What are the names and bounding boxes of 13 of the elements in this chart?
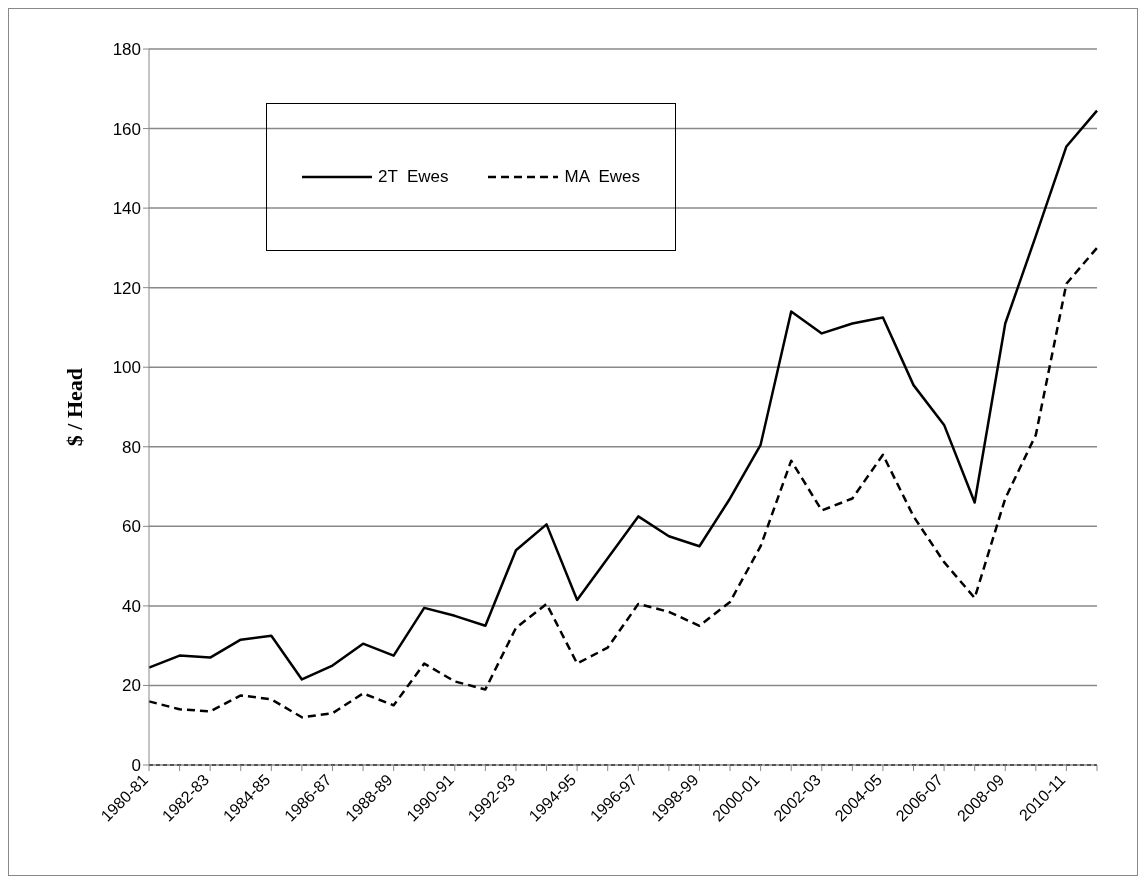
y-tick-label: 0 xyxy=(131,756,141,776)
y-tick-label: 80 xyxy=(122,437,141,457)
y-axis-title: $ / Head xyxy=(61,367,87,447)
y-tick-label: 120 xyxy=(112,278,141,298)
y-tick-label: 160 xyxy=(112,119,141,139)
y-tick-label: 180 xyxy=(112,40,141,60)
legend-label: MA Ewes xyxy=(564,167,641,187)
y-tick-label: 140 xyxy=(112,199,141,219)
y-tick-label: 100 xyxy=(112,358,141,378)
y-tick-label: 40 xyxy=(122,596,141,616)
y-tick-label: 20 xyxy=(122,676,141,696)
legend-label: 2T Ewes xyxy=(377,167,449,187)
y-tick-label: 60 xyxy=(122,517,141,537)
